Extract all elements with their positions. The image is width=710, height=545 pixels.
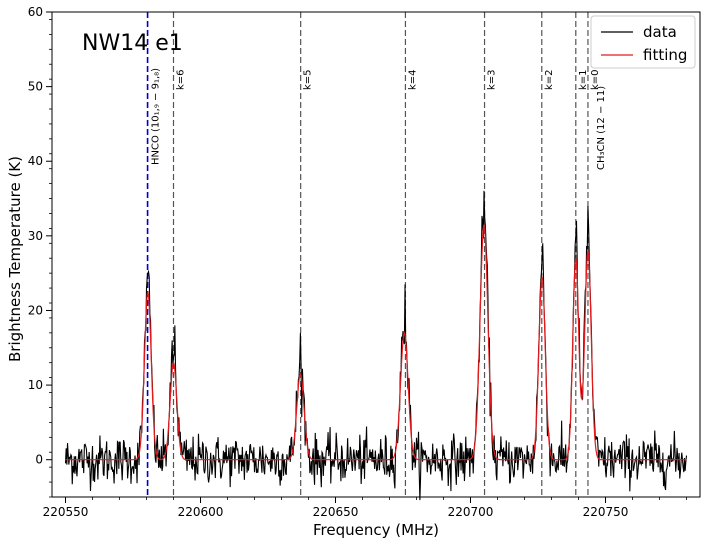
x-tick-label: 220600	[178, 505, 224, 519]
x-tick-label: 220700	[448, 505, 494, 519]
k-marker-label: k=2	[544, 69, 555, 90]
x-tick-label: 220750	[583, 505, 629, 519]
ch3cn-marker-label: CH₃CN (12 − 11)	[596, 86, 607, 170]
k-marker-label: k=1	[578, 69, 589, 90]
x-tick-label: 220550	[43, 505, 89, 519]
k-marker-label: k=4	[407, 69, 418, 90]
y-tick-label: 0	[35, 453, 43, 467]
k-marker-label: k=6	[176, 69, 187, 90]
y-tick-label: 10	[28, 378, 43, 392]
k-marker-label: k=5	[303, 69, 314, 90]
legend-label-data: data	[643, 23, 677, 41]
k-marker-label: k=0	[590, 69, 601, 90]
fitting-series-line	[65, 224, 687, 461]
hnco-marker-label: HNCO (10₁,₉ − 9₁,₈)	[151, 68, 162, 165]
series-group	[64, 190, 688, 501]
x-axis-title: Frequency (MHz)	[313, 521, 439, 539]
y-tick-label: 50	[28, 80, 43, 94]
panel-label: NW14 e1	[82, 31, 183, 56]
y-tick-label: 20	[28, 303, 43, 317]
legend-label-fitting: fitting	[643, 46, 687, 64]
k-marker-label: k=3	[487, 69, 498, 90]
y-tick-label: 30	[28, 229, 43, 243]
axes: 220550 220600 220650 220700 220750 0 10 20 30 40 5…	[28, 5, 701, 519]
y-axis-title: Brightness Temperature (K)	[6, 156, 24, 362]
plot-frame	[51, 11, 701, 498]
y-tick-label: 60	[28, 5, 43, 19]
line-markers: HNCO (10₁,₉ − 9₁,₈) k=6 k=5 k=4 k=3 k=2 k=1 k=0…	[146, 12, 607, 497]
legend: data fitting	[590, 15, 696, 69]
y-tick-label: 40	[28, 154, 43, 168]
x-tick-label: 220650	[313, 505, 359, 519]
data-series-line	[64, 190, 688, 501]
